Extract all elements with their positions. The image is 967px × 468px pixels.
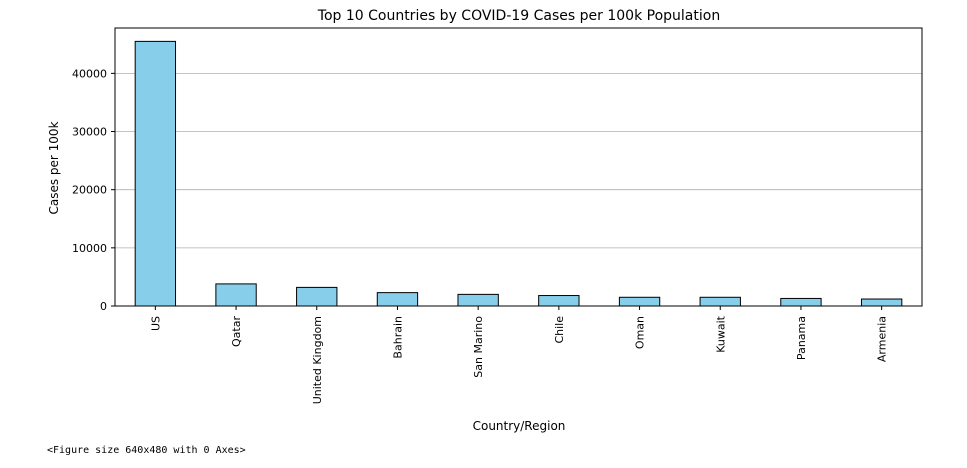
bar-us [134, 40, 177, 307]
plot-frame [114, 27, 923, 307]
chart-title: Top 10 Countries by COVID-19 Cases per 1… [317, 8, 720, 24]
x-axis: US Qatar United Kingdom Bahrain San Marino Ch… [149, 306, 889, 404]
x-tick-label: Panama [795, 316, 808, 360]
x-axis-label: Country/Region [473, 419, 566, 433]
figure-caption: <Figure size 640x480 with 0 Axes> [47, 445, 246, 456]
y-tick-label: 10000 [72, 242, 107, 255]
y-tick-label: 40000 [72, 67, 107, 80]
x-tick-label: Oman [634, 316, 647, 349]
x-tick-label: United Kingdom [311, 316, 324, 404]
bar-qatar [215, 283, 257, 307]
y-tick-label: 30000 [72, 126, 107, 139]
x-tick-label: Bahrain [391, 316, 404, 359]
y-axis-label: Cases per 100k [47, 121, 61, 214]
x-tick-label: Chile [553, 316, 566, 344]
y-tick-label: 20000 [72, 184, 107, 197]
x-tick-label: Armenia [876, 316, 889, 362]
bar-kuwait [699, 296, 741, 307]
x-tick-label: Qatar [230, 316, 243, 347]
x-tick-label: San Marino [472, 316, 485, 378]
x-tick-label: Kuwait [714, 315, 727, 352]
bar-armenia [860, 298, 903, 307]
bar-bahrain [376, 292, 419, 307]
x-tick-label: US [149, 316, 162, 331]
y-axis: 0 10000 20000 30000 40000 [72, 67, 115, 313]
grid-lines [115, 72, 922, 249]
bars [134, 40, 903, 307]
bar-united-kingdom [296, 286, 338, 307]
bar-chile [538, 295, 580, 307]
bar-panama [780, 297, 822, 307]
bar-chart: Top 10 Countries by COVID-19 Cases per 1… [47, 8, 923, 433]
bar-san-marino [457, 293, 499, 307]
y-tick-label: 0 [100, 300, 107, 313]
bar-oman [618, 296, 661, 307]
